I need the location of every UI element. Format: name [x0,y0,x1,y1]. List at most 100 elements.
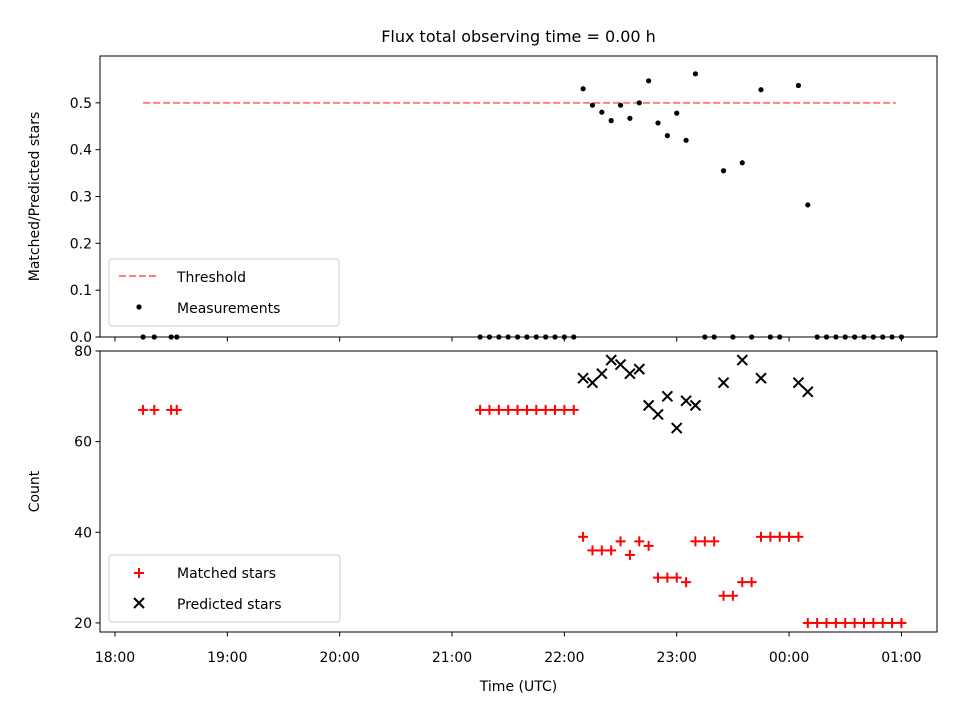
predicted-marker-b [596,367,608,380]
predicted-star-marker [689,399,702,412]
predicted-star-marker [133,597,145,609]
matched-star-marker [596,545,607,556]
matched-star-marker [149,404,160,415]
y-tick-label: 0.1 [70,283,92,299]
legend: Threshold Measurements [108,258,340,327]
y-tick-label: 0.4 [70,143,92,159]
measurement-point [617,102,624,108]
matched-star-marker [171,404,182,415]
predicted-star-marker [755,372,767,384]
matched-star-marker [643,540,654,551]
matched-star-marker [587,545,598,556]
matched-star-marker [784,531,795,542]
predicted-star-marker [633,363,645,375]
matched-star-marker [896,617,907,628]
matched-star-marker [840,617,851,628]
measurement-point [655,120,661,126]
predicted-marker-b [624,367,636,380]
x-tick-label: 18:00 [95,650,135,666]
predicted-star-marker [671,422,683,434]
predicted-marker-b [642,399,655,412]
matched-star-marker [681,577,692,588]
predicted-marker-b [802,386,814,398]
predicted-marker-b [614,358,627,371]
legend-threshold-label: Threshold [176,270,246,286]
matched-star-marker [634,536,645,547]
predicted-star-marker [802,386,814,398]
predicted-marker-b [133,597,145,609]
matched-star-marker [512,404,523,415]
matched-star-marker [503,404,514,415]
legend-matched-label: Matched stars [177,566,276,582]
x-tick-label: 23:00 [657,650,697,666]
predicted-star-marker [586,377,599,389]
measurement-point [627,115,633,121]
predicted-marker-b [661,390,674,403]
matched-star-marker [755,531,766,542]
predicted-star-marker [596,367,608,380]
predicted-star-marker [661,390,674,403]
matched-star-marker [138,404,149,415]
legend: Matched stars Predicted stars [108,554,341,623]
predicted-star-marker [792,377,805,389]
legend-box [108,554,341,623]
predicted-star-marker [577,372,589,384]
y-tick-label: 0.3 [70,190,92,206]
matched-star-marker [475,404,486,415]
matched-star-marker [765,531,776,542]
predicted-star-marker [736,354,748,366]
predicted-marker-b [586,377,599,389]
matched-star-marker [624,549,635,560]
matched-star-marker [134,568,144,578]
measurement-point [758,87,764,93]
bottom-plot: 18:00 19:00 20:00 21:00 22:00 23:00 00:00 01:00… [27,344,938,695]
matched-star-marker [709,536,720,547]
y-tick-label: 20 [74,616,92,632]
measurement-point [692,71,699,77]
matched-star-marker [671,572,682,583]
measurement-point [599,109,605,115]
matched-star-marker [699,536,710,547]
predicted-marker-b [652,408,664,421]
top-plot: 0.0 0.1 0.2 0.3 0.4 0.5 Matched/Predicted star… [27,55,938,346]
predicted-marker-b [689,399,702,412]
measurement-point [664,133,670,139]
y-tick-label: 0.2 [70,236,92,252]
matched-star-marker [615,536,626,547]
matched-star-marker [821,617,832,628]
matched-star-marker [662,572,673,583]
measurement-point [795,82,802,89]
predicted-star-marker [614,358,627,371]
legend-predicted-label: Predicted stars [177,597,282,613]
measurement-point [683,137,689,143]
y-tick-label: 0.0 [70,330,92,346]
matched-star-marker [493,404,504,415]
matched-star-marker [802,617,813,628]
measurement-point [636,100,642,106]
matched-star-marker [793,531,804,542]
measurement-point [674,110,680,116]
measurement-point [720,168,727,174]
x-tick-label: 00:00 [769,650,809,666]
x-tick-label: 19:00 [207,650,247,666]
predicted-marker-b [680,395,692,407]
predicted-star-marker [652,408,664,421]
x-tick-label: 20:00 [319,650,359,666]
matched-star-marker [812,617,823,628]
predicted-marker-b [633,363,645,375]
matched-star-marker [653,572,663,583]
y-tick-label: 60 [74,435,92,451]
matched-star-marker [868,617,879,628]
matched-star-marker [521,404,532,415]
matched-star-marker [737,577,748,588]
matched-star-marker [540,404,551,415]
measurement-point [739,160,745,166]
predicted-star-marker [717,377,730,389]
predicted-marker-b [755,372,767,384]
chart-title: Flux total observing time = 0.00 h [381,27,656,46]
y-tick-label: 0.5 [70,96,92,112]
matched-star-marker [578,531,589,542]
matched-star-marker [830,617,841,628]
x-tick-label: 01:00 [881,650,921,666]
